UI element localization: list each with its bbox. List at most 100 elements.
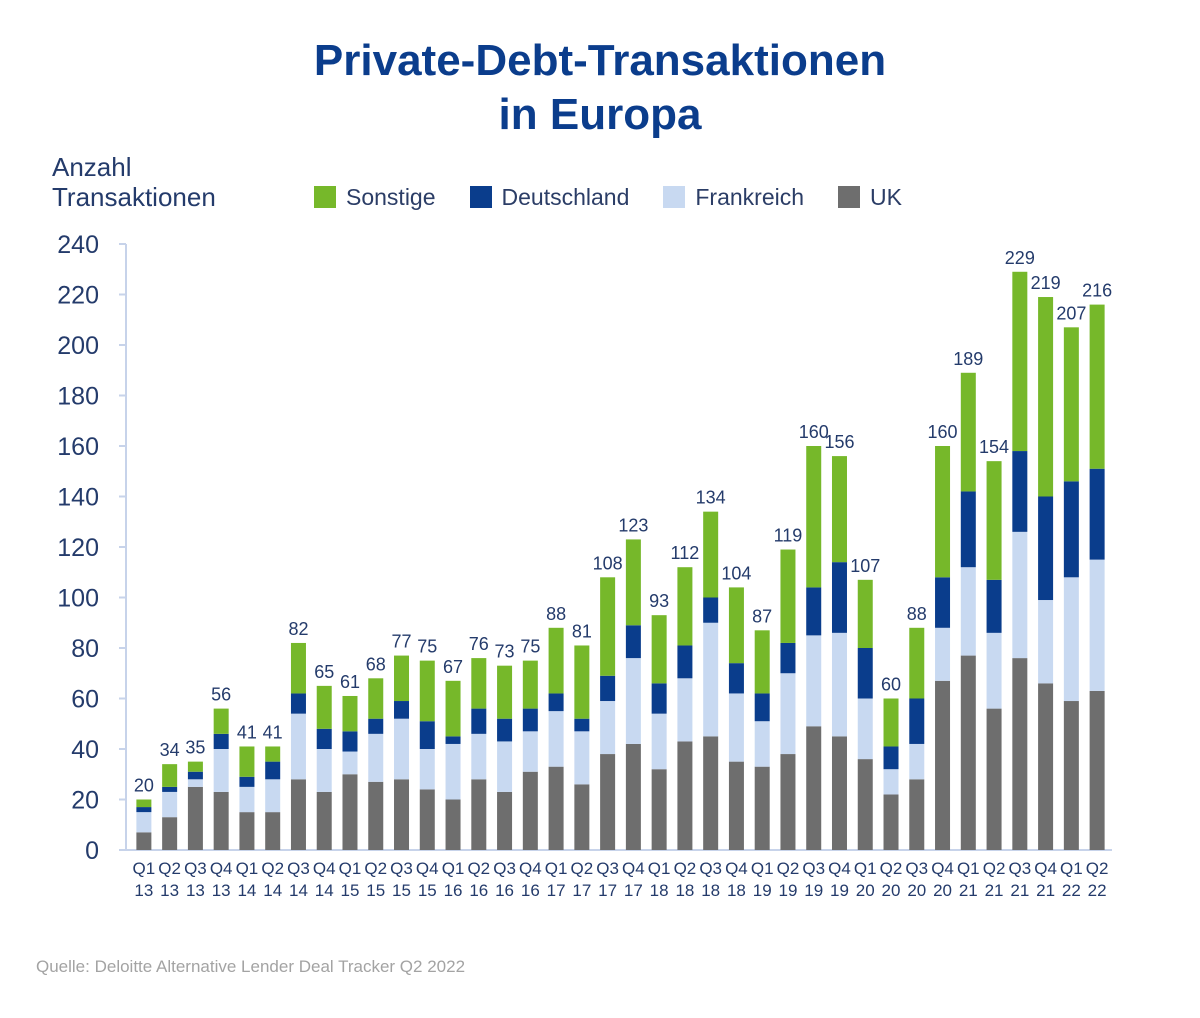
bar-total-label: 107: [850, 556, 880, 576]
bar-segment-sonstige: [960, 372, 976, 492]
legend-swatch-deutschland: [469, 186, 492, 208]
y-tick-label: 140: [57, 484, 99, 512]
bar-segment-sonstige: [419, 660, 435, 722]
bar-segment-deutschland: [1089, 468, 1105, 560]
source-note: Quelle: Deloitte Alternative Lender Deal…: [36, 957, 466, 976]
bar-segment-deutschland: [831, 562, 847, 633]
bar-segment-frankreich: [342, 751, 358, 775]
bar-segment-frankreich: [857, 698, 873, 760]
bar-segment-deutschland: [754, 693, 770, 722]
bar-total-label: 61: [340, 672, 360, 692]
bar-segment-sonstige: [909, 627, 925, 699]
x-tick-label-quarter: Q1: [1060, 859, 1083, 878]
x-tick-label-quarter: Q4: [519, 859, 542, 878]
x-tick-label-quarter: Q1: [133, 859, 156, 878]
x-tick-label-year: 17: [624, 881, 643, 900]
legend-label-uk: UK: [870, 183, 902, 210]
x-tick-label-quarter: Q4: [210, 859, 233, 878]
bar-segment-deutschland: [857, 648, 873, 699]
bar-total-label: 216: [1082, 281, 1112, 301]
bar-segment-frankreich: [728, 693, 744, 762]
x-tick-label-quarter: Q2: [777, 859, 800, 878]
bar-segment-uk: [136, 832, 152, 850]
bar-total-label: 60: [881, 675, 901, 695]
bar-total-label: 88: [907, 604, 927, 624]
bar-segment-frankreich: [806, 635, 822, 727]
chart-title: Private-Debt-Transaktionen in Europa: [0, 34, 1200, 142]
bar-total-label: 87: [752, 606, 772, 626]
x-tick-label-year: 20: [856, 881, 875, 900]
legend-item-frankreich: Frankreich: [663, 184, 804, 211]
bar-segment-frankreich: [471, 733, 487, 780]
bar-segment-frankreich: [754, 721, 770, 767]
bar-segment-sonstige: [1089, 304, 1105, 469]
x-tick-label-year: 13: [186, 881, 205, 900]
bar-segment-sonstige: [522, 660, 538, 709]
bar-total-label: 207: [1056, 303, 1086, 323]
bar-segment-uk: [522, 771, 538, 850]
bar-total-label: 88: [546, 604, 566, 624]
x-tick-label-year: 14: [315, 881, 334, 900]
bar-segment-uk: [728, 761, 744, 850]
x-tick-label-year: 18: [675, 881, 694, 900]
bar-segment-frankreich: [1089, 559, 1105, 691]
legend-swatch-frankreich: [663, 186, 686, 208]
x-tick-label-quarter: Q1: [339, 859, 362, 878]
x-tick-label-quarter: Q4: [828, 859, 851, 878]
legend-swatch-uk: [838, 186, 861, 208]
bar-total-label: 34: [160, 740, 180, 760]
bar-segment-frankreich: [394, 718, 410, 780]
bar-segment-uk: [1038, 683, 1054, 850]
x-tick-label-quarter: Q1: [648, 859, 671, 878]
x-tick-label-quarter: Q1: [236, 859, 259, 878]
x-tick-label-quarter: Q4: [931, 859, 954, 878]
bar-segment-deutschland: [497, 718, 513, 742]
bar-segment-sonstige: [548, 627, 564, 694]
x-tick-label-year: 15: [392, 881, 411, 900]
bar-segment-uk: [651, 769, 667, 850]
x-tick-label-year: 17: [547, 881, 566, 900]
bar-segment-sonstige: [368, 678, 384, 719]
bar-segment-deutschland: [574, 718, 590, 732]
x-tick-label-quarter: Q2: [467, 859, 490, 878]
bar-segment-sonstige: [136, 799, 152, 808]
bar-total-label: 160: [799, 422, 829, 442]
x-tick-label-year: 22: [1062, 881, 1081, 900]
x-tick-label-year: 13: [212, 881, 231, 900]
bar-total-label: 73: [495, 642, 515, 662]
bar-segment-deutschland: [548, 693, 564, 712]
x-tick-label-quarter: Q2: [571, 859, 594, 878]
bar-total-label: 82: [288, 619, 308, 639]
bar-total-label: 134: [696, 488, 726, 508]
bar-total-label: 68: [366, 654, 386, 674]
x-tick-label-year: 16: [495, 881, 514, 900]
bar-segment-deutschland: [239, 776, 255, 787]
bar-segment-uk: [497, 791, 513, 850]
bar-segment-sonstige: [239, 746, 255, 777]
bar-segment-deutschland: [1063, 481, 1079, 578]
bar-total-label: 76: [469, 634, 489, 654]
bar-total-label: 77: [391, 632, 411, 652]
y-tick-label: 240: [57, 231, 99, 259]
bar-segment-frankreich: [445, 743, 461, 800]
x-tick-label-year: 14: [289, 881, 308, 900]
bar-total-label: 119: [774, 526, 803, 546]
x-tick-label-year: 18: [701, 881, 720, 900]
bar-segment-deutschland: [316, 728, 332, 749]
bar-segment-uk: [445, 799, 461, 850]
bar-segment-sonstige: [857, 579, 873, 648]
bar-segment-sonstige: [342, 695, 358, 732]
bar-segment-uk: [265, 812, 281, 850]
bar-segment-uk: [677, 741, 693, 850]
bar-segment-uk: [394, 779, 410, 850]
bar-segment-frankreich: [522, 731, 538, 772]
bar-segment-deutschland: [290, 693, 306, 714]
bar-segment-deutschland: [368, 718, 384, 734]
legend-item-uk: UK: [838, 184, 902, 211]
bar-segment-deutschland: [600, 675, 616, 702]
bar-segment-uk: [1063, 701, 1079, 850]
bar-segment-sonstige: [213, 708, 229, 734]
legend-swatch-sonstige: [314, 186, 336, 208]
bar-segment-deutschland: [213, 733, 229, 749]
x-tick-label-quarter: Q1: [957, 859, 980, 878]
